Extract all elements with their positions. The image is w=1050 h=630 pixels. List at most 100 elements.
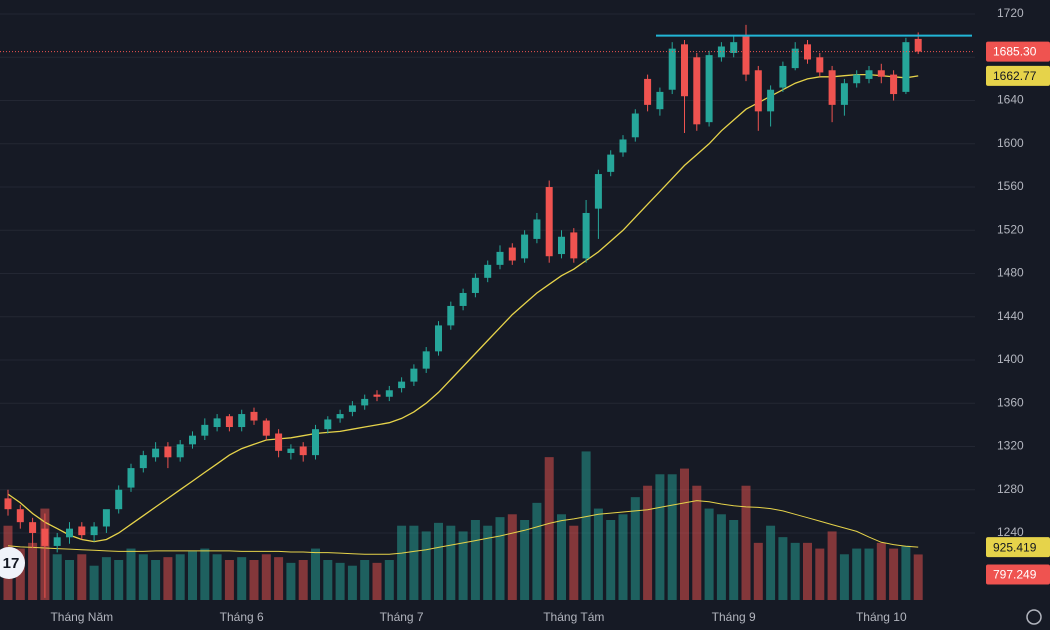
candle-body [545, 187, 553, 257]
candle-body [262, 420, 270, 436]
y-tick-label: 1440 [997, 309, 1024, 323]
candle-body [644, 78, 652, 105]
x-tick-label: Tháng 7 [380, 610, 424, 624]
candle-body [127, 468, 135, 488]
candle-body [115, 489, 123, 510]
candle-body [139, 455, 147, 469]
candle-body [902, 42, 910, 92]
volume-bar [630, 497, 640, 600]
candle-body [607, 154, 615, 172]
volume-bar [483, 525, 493, 600]
grid [0, 13, 975, 534]
y-tick-label: 1400 [997, 352, 1024, 366]
candle-body [521, 234, 529, 259]
y-tick-label: 1600 [997, 136, 1024, 150]
volume-bar [901, 545, 911, 600]
candle-body [312, 429, 319, 456]
candle-body [324, 419, 332, 430]
y-tick-label: 1520 [997, 222, 1024, 236]
volume-bar [298, 560, 308, 600]
volume-bar [286, 562, 296, 600]
logo-text: 17 [3, 555, 20, 572]
volume-bar [557, 514, 566, 600]
candle-body [176, 444, 184, 458]
candle-body [53, 537, 61, 546]
volume-bar [397, 525, 407, 600]
candle-body [250, 411, 258, 421]
y-tick-label: 1320 [997, 439, 1024, 453]
candle-body [152, 448, 160, 458]
volume-ma-value-label: 925.419 [993, 540, 1037, 554]
volume-bar [188, 551, 197, 600]
volume-bar [77, 554, 87, 600]
volume-bar [65, 560, 74, 600]
candle-body [865, 70, 873, 79]
volume-bar [126, 548, 136, 600]
y-tick-label: 1720 [997, 6, 1024, 20]
volume-layer [3, 451, 923, 600]
volume-bar [224, 560, 234, 600]
volume-bar [347, 565, 357, 600]
candle-body [299, 446, 307, 456]
volume-ma-line [7, 500, 919, 555]
volume-value-box [986, 564, 1050, 585]
volume-bar [618, 514, 628, 600]
candle-body [29, 522, 37, 533]
candle-body [742, 35, 750, 75]
volume-bar [581, 451, 591, 600]
candle-body [189, 435, 196, 445]
candle-body [594, 174, 602, 209]
candle-body [705, 55, 713, 123]
volume-bar [692, 485, 702, 600]
y-tick-label: 1360 [997, 395, 1024, 409]
volume-bar [532, 502, 542, 600]
last-price-box [986, 41, 1050, 62]
candle-body [225, 416, 233, 428]
volume-bar [913, 554, 923, 600]
candle-body [422, 351, 430, 369]
candle-body [410, 368, 418, 382]
volume-bar [446, 525, 456, 600]
volume-bar [778, 537, 788, 600]
y-tick-label: 1560 [997, 179, 1024, 193]
candle-body [102, 509, 110, 527]
x-tick-label: Tháng 10 [856, 610, 907, 624]
volume-bar [729, 520, 739, 600]
candle-body [656, 91, 664, 110]
logo-badge [0, 547, 25, 579]
candle-body [348, 405, 356, 412]
ma-value-box [986, 65, 1050, 86]
volume-bar [212, 554, 222, 600]
volume-bar [520, 520, 530, 600]
volume-bar [200, 548, 210, 600]
volume-bar [163, 557, 173, 600]
candle-body [287, 448, 295, 453]
volume-bar [606, 520, 616, 600]
candle-body [840, 83, 848, 105]
candle-body [361, 398, 369, 406]
volume-value-label: 797.249 [993, 568, 1037, 582]
volume-bar [803, 542, 812, 600]
candle-body [779, 65, 787, 88]
candle-body [631, 113, 639, 138]
candle-body [447, 305, 455, 326]
x-tick-label: Tháng 9 [712, 610, 756, 624]
candle-body [914, 38, 922, 52]
candle-body [336, 414, 344, 419]
ma-value-label: 1662.77 [993, 69, 1037, 83]
volume-bar [237, 557, 247, 600]
candle-body [619, 139, 627, 153]
candle-body [201, 424, 209, 436]
volume-bar [434, 522, 443, 600]
volume-bar [495, 517, 505, 600]
candle-body [496, 251, 504, 265]
candle-body [471, 277, 479, 293]
volume-bar [667, 474, 677, 600]
volume-bar [643, 485, 653, 600]
settings-icon[interactable] [1026, 609, 1042, 625]
volume-bar [384, 560, 394, 600]
candle-body [717, 46, 725, 58]
volume-bar [569, 525, 579, 600]
candle-body [767, 89, 775, 112]
